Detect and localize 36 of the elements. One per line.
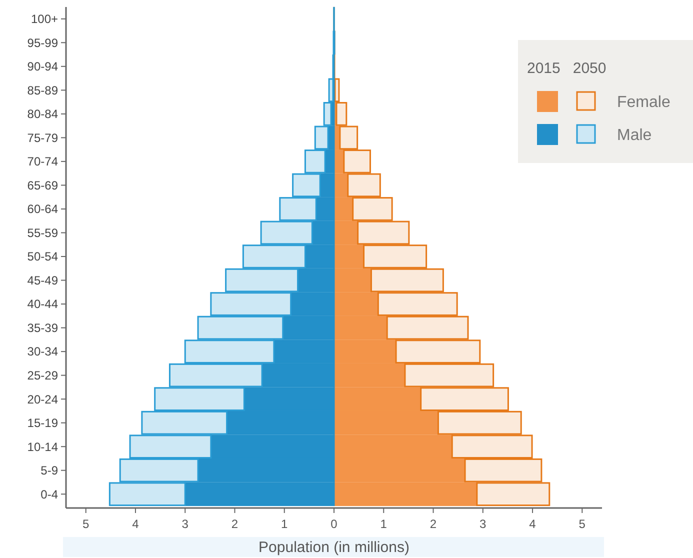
x-tick-label: 4 [132,517,140,531]
y-tick-label: 35-39 [27,320,58,335]
legend-label: Male [617,127,652,144]
y-tick-label: 75-79 [27,130,58,145]
x-tick-label: 2 [430,517,437,531]
y-tick-label: 10-14 [27,440,58,454]
y-tick-label: 30-34 [27,344,58,359]
x-tick-label: 0 [330,517,338,531]
y-tick-label: 85-89 [27,83,58,98]
x-tick-label: 1 [281,517,288,531]
y-tick-label: 55-59 [27,226,58,240]
y-tick-label: 20-24 [27,392,58,406]
y-tick-label: 65-69 [27,178,58,192]
y-tick-label: 90-94 [27,60,58,74]
x-tick-label: 2 [231,517,238,531]
x-tick-label: 5 [578,517,586,531]
y-tick-label: 45-49 [27,273,58,288]
y-tick-label: 95-99 [27,36,58,50]
x-tick-label: 5 [82,517,90,531]
x-axis-title: Population (in millions) [258,539,410,556]
y-tick-label: 50-54 [27,250,58,264]
x-tick-label: 3 [182,517,189,531]
y-tick-label: 15-19 [27,416,58,430]
x-tick-label: 4 [529,517,536,531]
legend-label: Female [617,94,670,111]
y-tick-label: 25-29 [27,368,58,383]
x-tick-label: 3 [480,517,487,531]
legend-title: 2015 2050 [527,60,606,77]
y-tick-label: 60-64 [27,202,58,216]
y-tick-label: 40-44 [27,297,58,312]
y-tick-label: 5-9 [40,464,58,478]
y-tick-label: 0-4 [40,487,58,502]
x-tick-label: 1 [380,517,388,531]
y-tick-label: 100+ [30,12,58,26]
y-tick-label: 80-84 [27,107,58,122]
y-tick-label: 70-74 [27,154,58,169]
